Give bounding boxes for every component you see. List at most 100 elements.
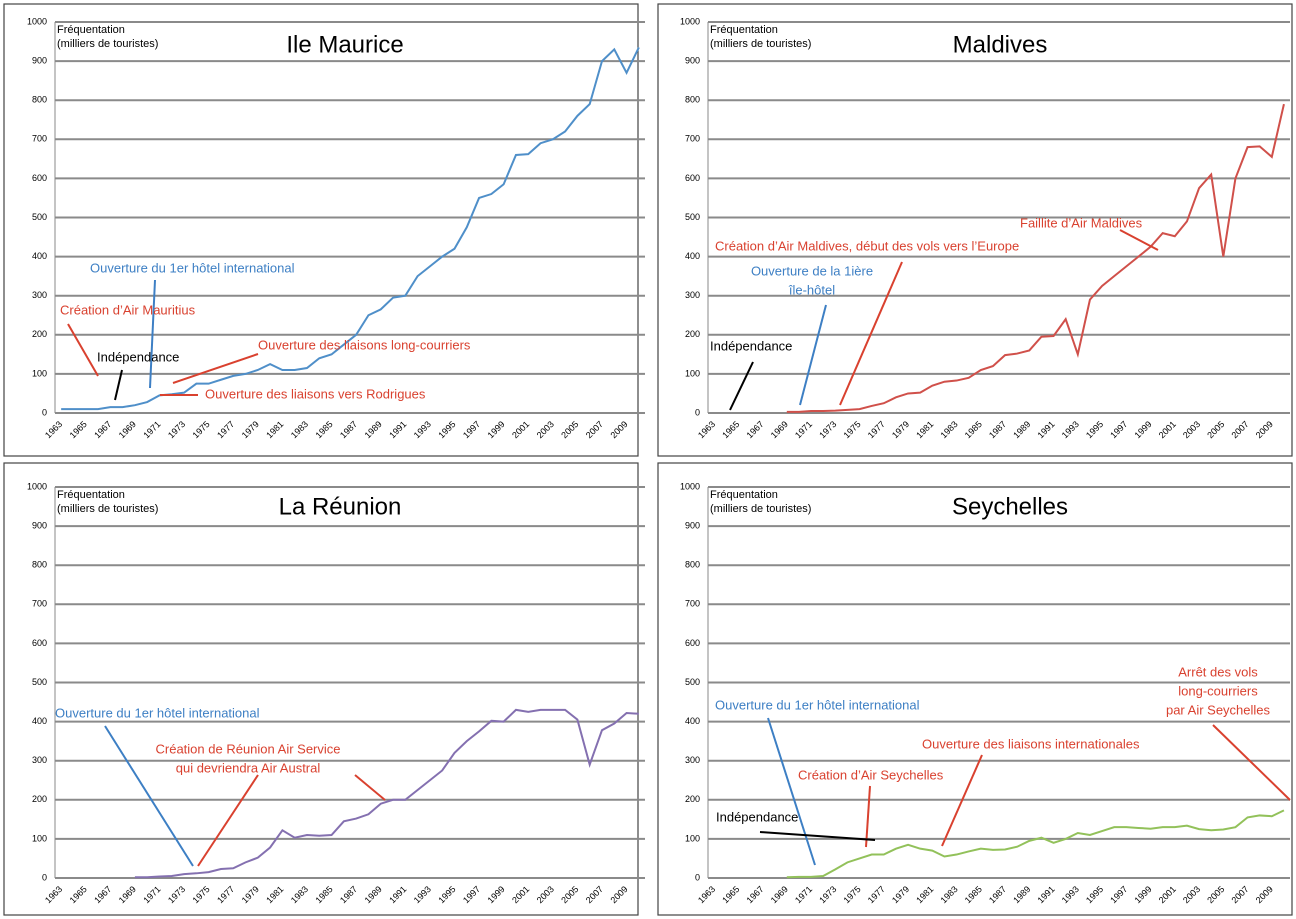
x-tick-label: 1969	[769, 884, 790, 905]
y-tick-label: 700	[685, 599, 700, 609]
x-tick-label: 1971	[793, 884, 814, 905]
y-tick-label: 500	[32, 677, 47, 687]
chart-title: La Réunion	[279, 493, 402, 520]
x-tick-label: 1971	[141, 419, 162, 440]
y-axis-label: (milliers de touristes)	[57, 38, 158, 50]
annotation-arrow	[839, 261, 903, 406]
x-tick-label: 1979	[890, 419, 911, 440]
x-tick-label: 1995	[1084, 884, 1105, 905]
y-tick-label: 700	[685, 134, 700, 144]
y-tick-label: 900	[685, 520, 700, 530]
x-tick-label: 1969	[117, 419, 138, 440]
x-tick-label: 1983	[938, 884, 959, 905]
x-tick-label: 1987	[338, 419, 359, 440]
annotation-arrow	[759, 831, 876, 841]
x-tick-label: 1999	[1132, 884, 1153, 905]
y-axis-label: Fréquentation	[57, 489, 125, 501]
x-tick-label: 1975	[191, 884, 212, 905]
x-tick-label: 1981	[264, 884, 285, 905]
x-tick-label: 1965	[720, 419, 741, 440]
x-tick-label: 2003	[1181, 419, 1202, 440]
x-tick-label: 1983	[289, 419, 310, 440]
y-tick-label: 100	[32, 368, 47, 378]
x-tick-label: 1987	[987, 419, 1008, 440]
x-tick-label: 1977	[866, 884, 887, 905]
y-tick-label: 1000	[680, 16, 700, 26]
x-tick-label: 1997	[1108, 884, 1129, 905]
chart-title: Maldives	[953, 31, 1048, 58]
x-tick-label: 2009	[608, 419, 629, 440]
x-tick-label: 1993	[1060, 419, 1081, 440]
y-tick-label: 500	[685, 212, 700, 222]
x-tick-label: 2003	[535, 419, 556, 440]
y-tick-label: 800	[685, 560, 700, 570]
annotation: île-hôtel	[788, 282, 835, 297]
x-tick-label: 1965	[68, 884, 89, 905]
annotation-arrow	[1212, 724, 1291, 801]
y-tick-label: 300	[32, 290, 47, 300]
y-tick-label: 1000	[27, 16, 47, 26]
x-tick-label: 1991	[387, 419, 408, 440]
annotation: Ouverture du 1er hôtel international	[55, 705, 260, 720]
x-tick-label: 2005	[1205, 419, 1226, 440]
x-tick-label: 1989	[1011, 419, 1032, 440]
annotation: Ouverture de la 1ière	[751, 263, 873, 278]
annotation-arrow	[354, 774, 386, 801]
annotation: Ouverture du 1er hôtel international	[715, 697, 920, 712]
annotation-arrow	[104, 725, 194, 867]
x-tick-label: 1987	[987, 884, 1008, 905]
annotation: Ouverture des liaisons internationales	[922, 736, 1140, 751]
x-tick-label: 1999	[486, 419, 507, 440]
y-tick-label: 300	[685, 290, 700, 300]
x-tick-label: 1983	[938, 419, 959, 440]
x-tick-label: 1969	[117, 884, 138, 905]
y-axis-label: Fréquentation	[57, 24, 125, 36]
annotation: par Air Seychelles	[1166, 702, 1271, 717]
x-tick-label: 1979	[240, 419, 261, 440]
x-tick-label: 2005	[559, 419, 580, 440]
y-tick-label: 200	[32, 329, 47, 339]
x-tick-label: 1977	[215, 884, 236, 905]
panel-frame	[3, 3, 639, 457]
x-tick-label: 1991	[387, 884, 408, 905]
annotation: Création d’Air Seychelles	[798, 767, 944, 782]
x-tick-label: 2001	[1157, 419, 1178, 440]
x-tick-label: 1983	[289, 884, 310, 905]
panel-frame	[657, 462, 1293, 916]
annotation: long-courriers	[1178, 683, 1258, 698]
x-tick-label: 1973	[166, 419, 187, 440]
annotation: Indépendance	[716, 809, 798, 824]
x-tick-label: 2001	[510, 419, 531, 440]
y-tick-label: 500	[685, 677, 700, 687]
y-axis-label: (milliers de touristes)	[710, 38, 811, 50]
x-tick-label: 2003	[535, 884, 556, 905]
x-tick-label: 1997	[461, 419, 482, 440]
annotation: Création de Réunion Air Service	[156, 741, 341, 756]
x-tick-label: 1981	[914, 419, 935, 440]
x-tick-label: 1969	[769, 419, 790, 440]
x-tick-label: 1991	[1035, 419, 1056, 440]
x-tick-label: 1993	[1060, 884, 1081, 905]
y-tick-label: 0	[695, 407, 700, 417]
x-tick-label: 1963	[43, 419, 64, 440]
x-tick-label: 1985	[313, 884, 334, 905]
x-tick-label: 1999	[486, 884, 507, 905]
x-tick-label: 1995	[436, 884, 457, 905]
annotation: Création d’Air Mauritius	[60, 302, 196, 317]
x-tick-label: 1993	[412, 419, 433, 440]
x-tick-label: 1965	[68, 419, 89, 440]
annotation: Faillite d’Air Maldives	[1020, 215, 1143, 230]
x-tick-label: 1973	[817, 884, 838, 905]
y-tick-label: 300	[32, 755, 47, 765]
annotation-arrow	[799, 304, 827, 406]
x-tick-label: 2007	[584, 884, 605, 905]
x-tick-label: 1985	[963, 884, 984, 905]
chart-title: Seychelles	[952, 493, 1068, 520]
x-tick-label: 1967	[92, 419, 113, 440]
y-tick-label: 0	[695, 872, 700, 882]
panel-frame	[3, 462, 639, 916]
y-tick-label: 800	[32, 560, 47, 570]
y-tick-label: 900	[32, 520, 47, 530]
x-tick-label: 2009	[608, 884, 629, 905]
